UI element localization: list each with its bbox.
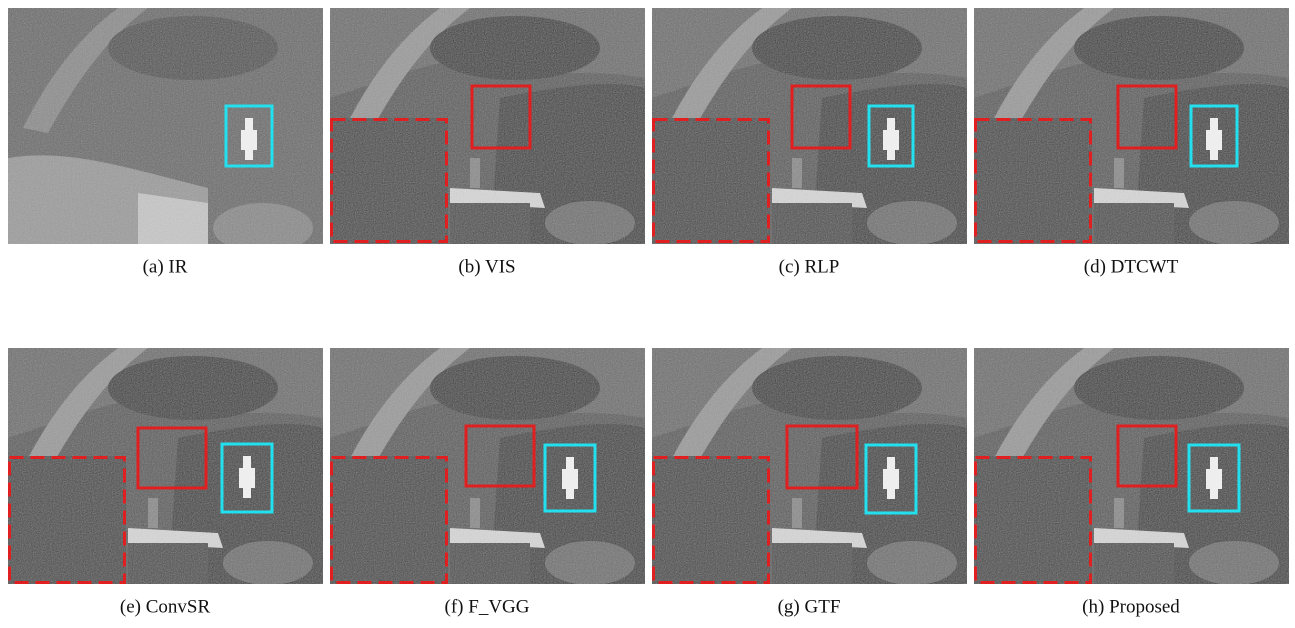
image [8, 8, 323, 253]
image-panel [974, 348, 1289, 585]
caption: (g) GTF [778, 596, 841, 617]
image-panel [974, 8, 1289, 245]
zoom-inset [652, 456, 770, 584]
caption: (f) F_VGG [445, 596, 530, 617]
zoom-inset [330, 456, 448, 584]
image-panel [652, 348, 967, 585]
image-panel [330, 348, 645, 585]
caption: (c) RLP [779, 256, 840, 277]
caption: (d) DTCWT [1084, 256, 1179, 277]
zoom-inset [8, 456, 126, 584]
panels [8, 8, 1289, 585]
zoom-inset [974, 118, 1092, 243]
zoom-inset [652, 118, 770, 243]
caption: (b) VIS [458, 256, 515, 277]
image-panel [652, 8, 967, 245]
figure: (a) IR (b) VIS (c) RLP (d) DTCWT (e) ConvSR (… [0, 0, 1295, 623]
caption: (e) ConvSR [120, 596, 211, 617]
caption: (h) Proposed [1082, 596, 1180, 617]
image-panel [330, 8, 645, 245]
zoom-inset [974, 456, 1092, 584]
caption: (a) IR [143, 256, 188, 277]
image-panel [8, 348, 323, 585]
zoom-inset [330, 118, 448, 243]
image-panel [8, 8, 323, 253]
